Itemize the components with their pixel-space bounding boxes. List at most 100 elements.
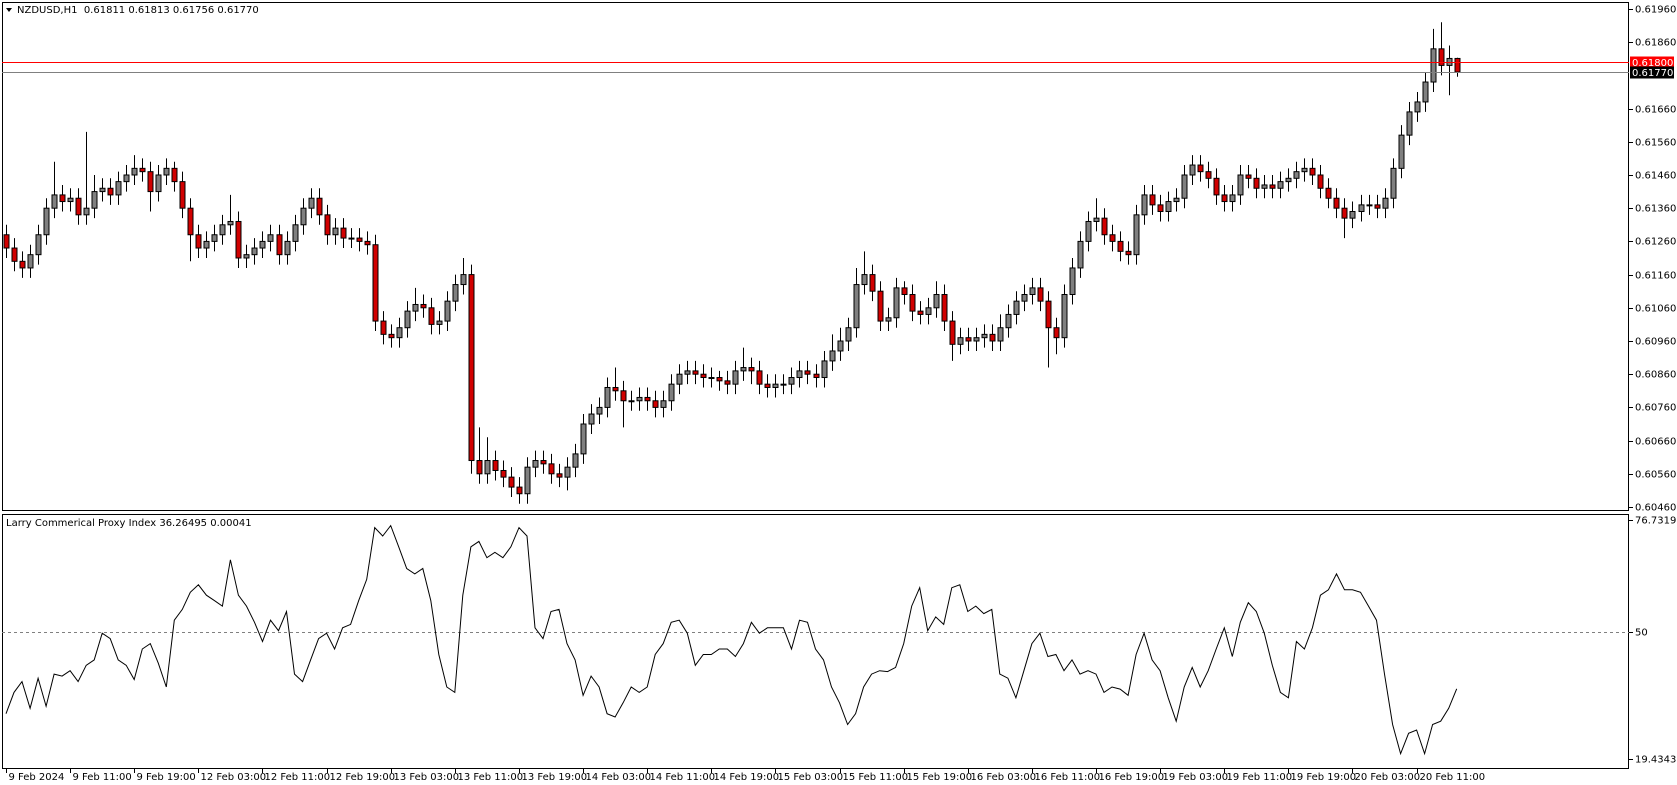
x-tick-label: 19 Feb 19:00 bbox=[1291, 772, 1357, 783]
candle-body bbox=[1446, 57, 1453, 66]
candle-body bbox=[1438, 48, 1445, 66]
candle-body bbox=[989, 333, 996, 342]
candle-body bbox=[396, 327, 403, 339]
indicator-title: Larry Commerical Proxy Index 36.26495 0.… bbox=[6, 518, 252, 529]
y-tick-label: 0.61060 bbox=[1635, 304, 1676, 315]
candle-body bbox=[1197, 164, 1204, 173]
candle-body bbox=[91, 191, 98, 209]
candle-body bbox=[131, 167, 138, 176]
candle-body bbox=[708, 377, 715, 380]
candle-body bbox=[35, 234, 42, 256]
x-tick-label: 12 Feb 03:00 bbox=[201, 772, 267, 783]
candle-body bbox=[1021, 294, 1028, 302]
candle-body bbox=[1117, 240, 1124, 252]
candle-body bbox=[316, 197, 323, 216]
candle-body bbox=[308, 197, 315, 209]
candle-body bbox=[284, 240, 291, 256]
candle-body bbox=[516, 486, 523, 495]
candle-body bbox=[540, 460, 547, 465]
candle-body bbox=[877, 290, 884, 322]
candle-body bbox=[548, 463, 555, 475]
candle-body bbox=[324, 214, 331, 236]
candle-body bbox=[259, 240, 266, 249]
candle-body bbox=[251, 247, 258, 256]
candle-body bbox=[893, 287, 900, 319]
x-tick-label: 12 Feb 11:00 bbox=[265, 772, 331, 783]
candle-body bbox=[147, 171, 154, 193]
price-label-box bbox=[1630, 56, 1674, 69]
y-tick-label: 76.73193 bbox=[1635, 516, 1677, 527]
candle-body bbox=[99, 187, 106, 193]
candle-body bbox=[612, 386, 619, 392]
x-tick-label: 20 Feb 11:00 bbox=[1420, 772, 1486, 783]
candle-body bbox=[51, 194, 58, 209]
candle-body bbox=[219, 224, 226, 236]
y-tick-label: 0.60960 bbox=[1635, 337, 1676, 348]
candle-body bbox=[115, 181, 122, 196]
candle-body bbox=[933, 294, 940, 309]
candle-body bbox=[837, 340, 844, 352]
candle-body bbox=[1285, 177, 1292, 183]
x-tick-label: 16 Feb 11:00 bbox=[1035, 772, 1101, 783]
x-tick-label: 20 Feb 03:00 bbox=[1355, 772, 1421, 783]
candle-body bbox=[1237, 174, 1244, 196]
candle-body bbox=[941, 294, 948, 322]
candle-body bbox=[973, 337, 980, 342]
candle-body bbox=[67, 197, 74, 203]
candle-body bbox=[1109, 234, 1116, 242]
candle-body bbox=[380, 320, 387, 335]
x-tick-label: 13 Feb 11:00 bbox=[458, 772, 524, 783]
candle-body bbox=[716, 377, 723, 382]
candle-body bbox=[107, 187, 114, 196]
candle-body bbox=[772, 383, 779, 388]
candle-body bbox=[404, 310, 411, 329]
candle-body bbox=[821, 360, 828, 379]
candle-body bbox=[444, 300, 451, 322]
candle-body bbox=[724, 380, 731, 385]
candle-body bbox=[1382, 197, 1389, 209]
candle-body bbox=[764, 383, 771, 388]
candle-body bbox=[1374, 204, 1381, 209]
x-tick-label: 19 Feb 03:00 bbox=[1163, 772, 1229, 783]
candle-body bbox=[187, 207, 194, 236]
candle-body bbox=[1245, 174, 1252, 179]
candle-body bbox=[428, 307, 435, 325]
candle-body bbox=[356, 237, 363, 242]
candle-body bbox=[780, 383, 787, 386]
candle-body bbox=[1277, 181, 1284, 189]
price-label: 0.61770 bbox=[1632, 68, 1673, 79]
candle-body bbox=[195, 234, 202, 249]
candle-body bbox=[580, 423, 587, 455]
candle-body bbox=[11, 247, 18, 262]
candle-body bbox=[3, 234, 10, 249]
candle-body bbox=[155, 174, 162, 193]
x-tick-label: 14 Feb 03:00 bbox=[586, 772, 652, 783]
candle-body bbox=[813, 373, 820, 379]
candle-body bbox=[861, 274, 868, 286]
candle-body bbox=[292, 224, 299, 242]
candle-body bbox=[524, 466, 531, 495]
candle-body bbox=[436, 320, 443, 325]
candle-body bbox=[981, 333, 988, 339]
y-tick-label: 0.61360 bbox=[1635, 204, 1676, 215]
candle-body bbox=[1053, 327, 1060, 339]
x-tick-label: 19 Feb 11:00 bbox=[1227, 772, 1293, 783]
y-tick-label: 0.61860 bbox=[1635, 38, 1676, 49]
candle-body bbox=[604, 386, 611, 408]
candle-body bbox=[340, 227, 347, 239]
candle-body bbox=[1061, 294, 1068, 339]
candle-body bbox=[412, 303, 419, 312]
candle-body bbox=[1349, 211, 1356, 219]
y-tick-label: 0.60460 bbox=[1635, 503, 1676, 514]
candle-body bbox=[468, 274, 475, 462]
y-tick-label: 0.61460 bbox=[1635, 171, 1676, 182]
candle-body bbox=[596, 406, 603, 415]
candle-body bbox=[1398, 134, 1405, 169]
candle-body bbox=[748, 367, 755, 372]
candle-body bbox=[1045, 300, 1052, 329]
candle-body bbox=[1029, 287, 1036, 296]
candle-body bbox=[372, 244, 379, 322]
candle-body bbox=[227, 220, 234, 226]
candle-body bbox=[1173, 197, 1180, 203]
x-tick-label: 9 Feb 19:00 bbox=[137, 772, 196, 783]
